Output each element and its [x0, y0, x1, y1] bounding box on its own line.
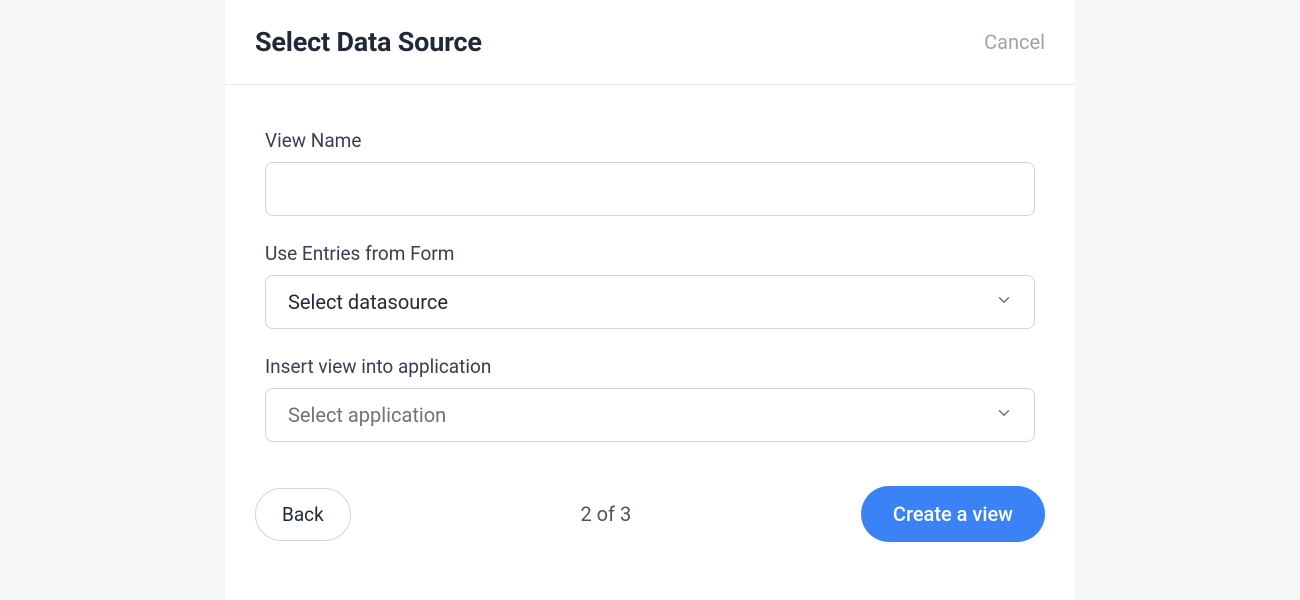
datasource-label: Use Entries from Form: [265, 242, 1035, 265]
datasource-select[interactable]: Select datasource: [265, 275, 1035, 329]
view-name-label: View Name: [265, 129, 1035, 152]
application-select[interactable]: Select application: [265, 388, 1035, 442]
datasource-field-group: Use Entries from Form Select datasource: [265, 242, 1035, 329]
view-name-field-group: View Name: [265, 129, 1035, 216]
select-datasource-modal: Select Data Source Cancel View Name Use …: [225, 0, 1075, 600]
modal-header: Select Data Source Cancel: [225, 0, 1075, 85]
application-label: Insert view into application: [265, 355, 1035, 378]
back-button[interactable]: Back: [255, 488, 351, 541]
modal-footer: Back 2 of 3 Create a view: [225, 462, 1075, 542]
create-view-button[interactable]: Create a view: [861, 486, 1045, 542]
application-field-group: Insert view into application Select appl…: [265, 355, 1035, 442]
modal-title: Select Data Source: [255, 26, 482, 58]
application-selected-value: Select application: [288, 403, 446, 427]
modal-body: View Name Use Entries from Form Select d…: [225, 85, 1075, 462]
step-indicator: 2 of 3: [580, 502, 631, 526]
datasource-selected-value: Select datasource: [288, 290, 448, 314]
view-name-input[interactable]: [265, 162, 1035, 216]
cancel-button[interactable]: Cancel: [984, 30, 1045, 54]
